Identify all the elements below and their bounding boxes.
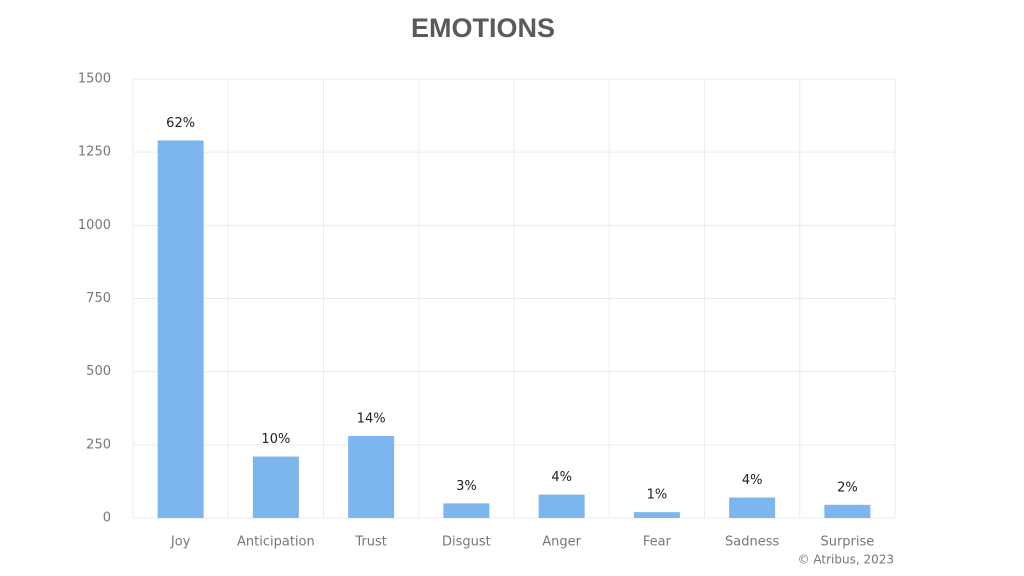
- bar: [538, 494, 585, 518]
- x-tick-label: Anger: [542, 535, 581, 550]
- bar: [157, 140, 204, 518]
- bar: [824, 504, 871, 518]
- x-tick-label: Fear: [643, 535, 672, 550]
- value-label: 62%: [166, 116, 195, 131]
- value-label: 3%: [456, 479, 477, 494]
- x-tick-label: Sadness: [725, 535, 779, 550]
- y-tick-label: 1250: [78, 145, 111, 160]
- bar: [252, 456, 299, 518]
- value-label: 14%: [357, 412, 386, 427]
- value-label: 1%: [647, 488, 668, 503]
- footnote: © Atribus, 2023: [798, 553, 894, 567]
- y-tick-label: 0: [103, 511, 111, 526]
- y-tick-label: 750: [86, 291, 111, 306]
- y-tick-label: 250: [86, 437, 111, 452]
- bar: [443, 503, 490, 518]
- value-label: 4%: [742, 473, 763, 488]
- value-label: 10%: [261, 432, 290, 447]
- x-tick-label: Disgust: [442, 535, 491, 550]
- x-tick-label: Joy: [170, 535, 191, 550]
- x-tick-label: Anticipation: [237, 535, 315, 550]
- x-tick-label: Trust: [354, 535, 386, 550]
- y-tick-label: 1000: [78, 218, 111, 233]
- y-tick-label: 500: [86, 364, 111, 379]
- bar: [633, 512, 680, 518]
- chart-title: EMOTIONS: [411, 13, 555, 43]
- bar: [729, 497, 776, 518]
- value-label: 4%: [551, 470, 572, 485]
- y-tick-label: 1500: [78, 72, 111, 87]
- bar: [348, 436, 395, 518]
- value-label: 2%: [837, 480, 858, 495]
- x-tick-label: Surprise: [820, 535, 874, 550]
